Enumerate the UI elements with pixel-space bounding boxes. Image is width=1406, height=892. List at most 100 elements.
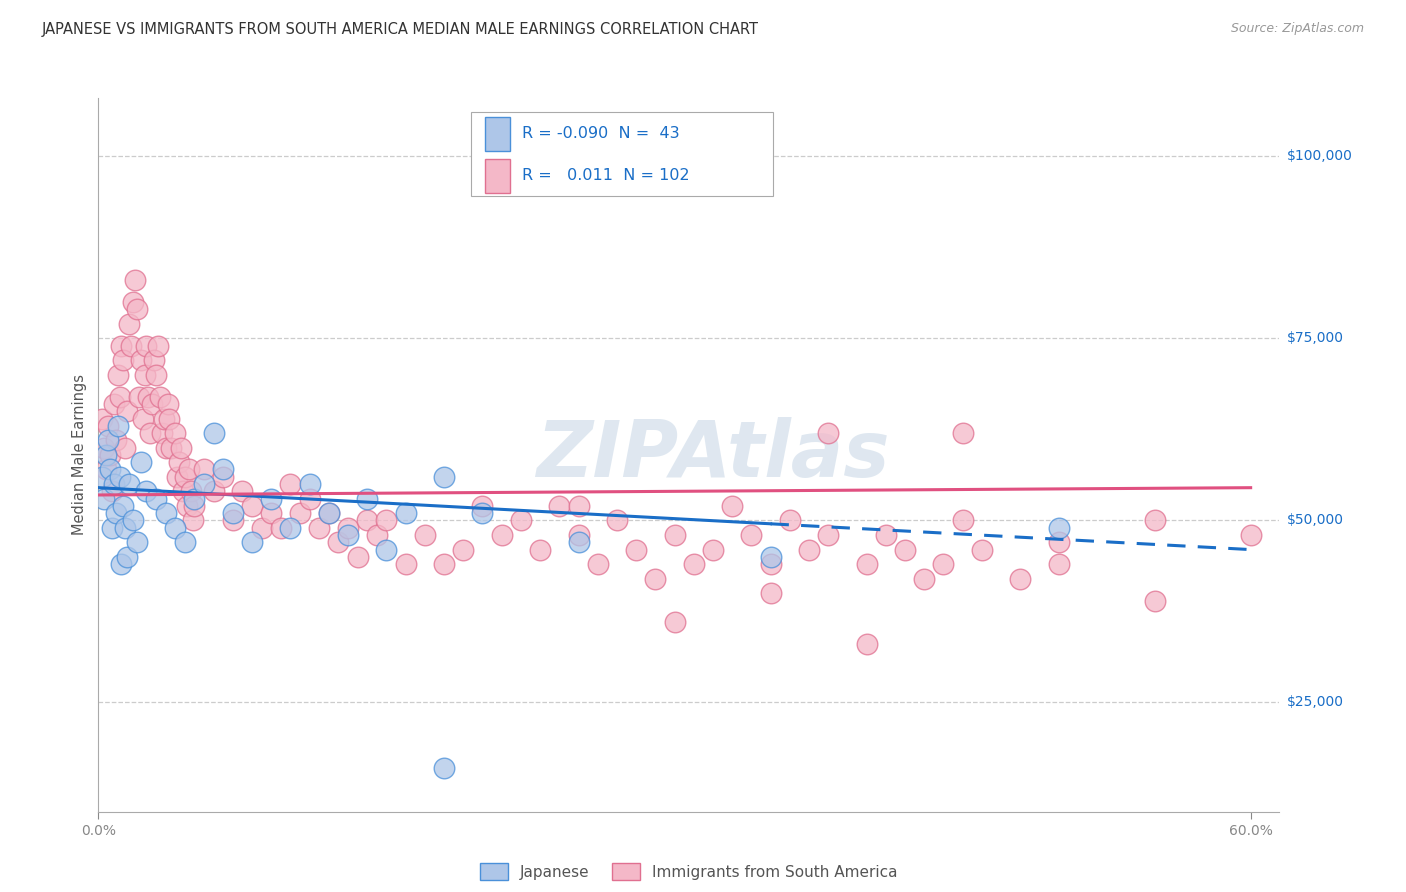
Text: $25,000: $25,000 [1286, 696, 1344, 709]
Point [759, 586, 782, 600]
Point [1143, 513, 1166, 527]
Point [288, 506, 311, 520]
Point [139, 426, 162, 441]
Point [176, 499, 198, 513]
Point [108, 390, 131, 404]
Text: $100,000: $100,000 [1286, 149, 1353, 163]
Point [529, 542, 551, 557]
Point [110, 557, 132, 571]
Point [107, 368, 129, 382]
Point [170, 441, 193, 455]
Point [202, 426, 225, 441]
Point [471, 506, 494, 520]
Point [104, 506, 127, 520]
Point [159, 411, 181, 425]
Point [721, 499, 744, 513]
Point [108, 469, 131, 483]
Point [222, 513, 245, 527]
Point [160, 441, 183, 455]
Point [413, 528, 436, 542]
Point [644, 572, 666, 586]
Point [509, 513, 531, 527]
Text: R = -0.090  N =  43: R = -0.090 N = 43 [522, 127, 679, 141]
Point [346, 549, 368, 564]
Point [855, 557, 877, 571]
Point [97, 434, 120, 448]
Point [94, 448, 117, 462]
Point [167, 455, 190, 469]
Point [875, 528, 897, 542]
Point [433, 557, 456, 571]
Point [122, 295, 145, 310]
Point [118, 477, 141, 491]
Point [952, 513, 974, 527]
Point [104, 434, 127, 448]
Point [103, 477, 125, 491]
Point [112, 353, 135, 368]
Point [260, 491, 283, 506]
Text: $75,000: $75,000 [1286, 332, 1344, 345]
Point [280, 477, 302, 491]
Point [1047, 557, 1070, 571]
Point [328, 535, 350, 549]
Point [567, 528, 589, 542]
Point [664, 528, 686, 542]
Point [952, 426, 974, 441]
Point [375, 513, 398, 527]
Point [101, 521, 124, 535]
Point [114, 441, 136, 455]
Point [318, 506, 340, 520]
Point [567, 499, 589, 513]
Text: $50,000: $50,000 [1286, 514, 1344, 527]
Point [103, 397, 125, 411]
Point [177, 462, 200, 476]
Point [193, 462, 215, 476]
Point [1143, 593, 1166, 607]
Point [98, 462, 121, 476]
Point [212, 469, 235, 483]
Point [337, 528, 360, 542]
Point [173, 469, 195, 483]
Point [172, 484, 194, 499]
Point [129, 353, 152, 368]
Point [145, 491, 167, 506]
Point [155, 506, 177, 520]
Point [260, 506, 283, 520]
Point [270, 521, 292, 535]
Point [817, 528, 839, 542]
Point [240, 499, 263, 513]
Point [240, 535, 263, 549]
Point [759, 549, 782, 564]
Point [308, 521, 330, 535]
Point [567, 535, 589, 549]
Point [115, 549, 138, 564]
Point [93, 441, 115, 455]
Point [115, 404, 138, 418]
Point [141, 397, 163, 411]
Point [433, 761, 456, 775]
Point [173, 535, 195, 549]
Point [395, 557, 418, 571]
Y-axis label: Median Male Earnings: Median Male Earnings [72, 375, 87, 535]
Point [125, 535, 148, 549]
Point [183, 499, 205, 513]
Point [135, 484, 157, 499]
Point [128, 390, 150, 404]
Point [165, 521, 187, 535]
Point [91, 411, 114, 425]
Point [433, 469, 456, 483]
Point [453, 542, 475, 557]
Point [1240, 528, 1263, 542]
Point [146, 339, 169, 353]
Point [586, 557, 609, 571]
Point [624, 542, 647, 557]
Point [143, 353, 166, 368]
Point [97, 418, 120, 433]
Text: JAPANESE VS IMMIGRANTS FROM SOUTH AMERICA MEDIAN MALE EARNINGS CORRELATION CHART: JAPANESE VS IMMIGRANTS FROM SOUTH AMERIC… [42, 22, 759, 37]
Point [797, 542, 820, 557]
Text: ZIPAtlas: ZIPAtlas [536, 417, 890, 493]
Point [1010, 572, 1032, 586]
Point [664, 615, 686, 630]
Point [471, 499, 494, 513]
Text: Source: ZipAtlas.com: Source: ZipAtlas.com [1230, 22, 1364, 36]
